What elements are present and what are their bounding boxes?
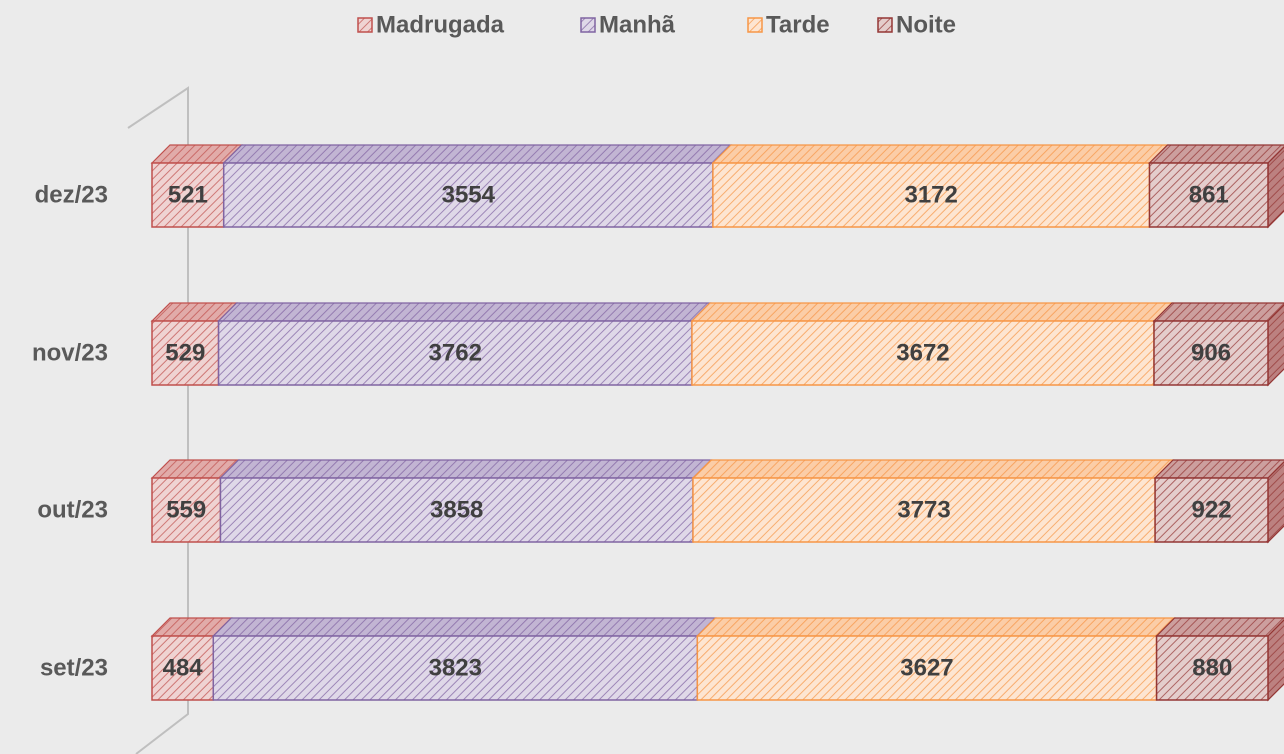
bar-top-shade bbox=[1153, 303, 1284, 321]
bar bbox=[151, 320, 220, 386]
bar-top-shade bbox=[1149, 145, 1284, 163]
data-label: 3858 bbox=[430, 497, 483, 524]
bar-top-shade bbox=[152, 303, 237, 321]
bar bbox=[151, 477, 222, 543]
data-label: 3672 bbox=[896, 340, 949, 367]
data-label: 3762 bbox=[429, 340, 482, 367]
bar bbox=[692, 477, 1156, 543]
bar bbox=[1153, 320, 1269, 386]
data-label: 3773 bbox=[897, 497, 950, 524]
y-tick-label: out/23 bbox=[37, 497, 108, 524]
data-label: 529 bbox=[165, 340, 205, 367]
axis-wall bbox=[127, 86, 189, 754]
bar-top-shade bbox=[223, 145, 731, 163]
bar bbox=[212, 635, 699, 701]
data-label: 3627 bbox=[900, 655, 953, 682]
bar bbox=[712, 162, 1151, 228]
bar bbox=[691, 320, 1155, 386]
data-label: 484 bbox=[163, 655, 204, 682]
data-label: 922 bbox=[1192, 497, 1232, 524]
bar bbox=[696, 635, 1158, 701]
bar-top-shade bbox=[213, 618, 716, 636]
bar-top-shade bbox=[220, 460, 711, 478]
bar-top-shade bbox=[691, 303, 1172, 321]
legend-swatch bbox=[877, 17, 893, 33]
bar-side-shade bbox=[1268, 305, 1284, 385]
bar bbox=[151, 162, 225, 228]
bar bbox=[1155, 635, 1269, 701]
data-label: 3554 bbox=[442, 182, 496, 209]
bar bbox=[1148, 162, 1269, 228]
bar-top-shade bbox=[712, 145, 1168, 163]
bar-top-shade bbox=[152, 618, 232, 636]
bar bbox=[1154, 477, 1269, 543]
data-label: 559 bbox=[166, 497, 206, 524]
data-label: 880 bbox=[1192, 655, 1232, 682]
y-tick-label: nov/23 bbox=[32, 340, 108, 367]
legend-swatch bbox=[357, 17, 373, 33]
y-tick-label: set/23 bbox=[40, 655, 108, 682]
bar-top-shade bbox=[152, 460, 239, 478]
legend-swatch bbox=[747, 17, 763, 33]
bar-top-shade bbox=[697, 618, 1175, 636]
bar bbox=[222, 162, 714, 228]
bar bbox=[217, 320, 693, 386]
data-label: 861 bbox=[1189, 182, 1229, 209]
bar-top-shade bbox=[1156, 618, 1284, 636]
data-label: 906 bbox=[1191, 340, 1231, 367]
legend-label: Tarde bbox=[766, 12, 830, 39]
y-tick-label: dez/23 bbox=[35, 182, 108, 209]
bar-side-shade bbox=[1268, 147, 1284, 227]
bar-top-shade bbox=[692, 460, 1174, 478]
bar-top-shade bbox=[218, 303, 710, 321]
bar-top-shade bbox=[152, 145, 242, 163]
bar-side-shade bbox=[1268, 620, 1284, 700]
legend: Madrugada Manhã Tarde Noite bbox=[357, 12, 956, 39]
legend-label: Noite bbox=[896, 12, 956, 39]
data-label: 3823 bbox=[429, 655, 482, 682]
bar-top-shade bbox=[1155, 460, 1284, 478]
legend-swatch bbox=[580, 17, 596, 33]
bar bbox=[151, 635, 215, 701]
data-label: 3172 bbox=[904, 182, 957, 209]
legend-label: Madrugada bbox=[376, 12, 505, 39]
legend-label: Manhã bbox=[599, 12, 676, 39]
data-label: 521 bbox=[168, 182, 208, 209]
bar-side-shade bbox=[1268, 462, 1284, 542]
